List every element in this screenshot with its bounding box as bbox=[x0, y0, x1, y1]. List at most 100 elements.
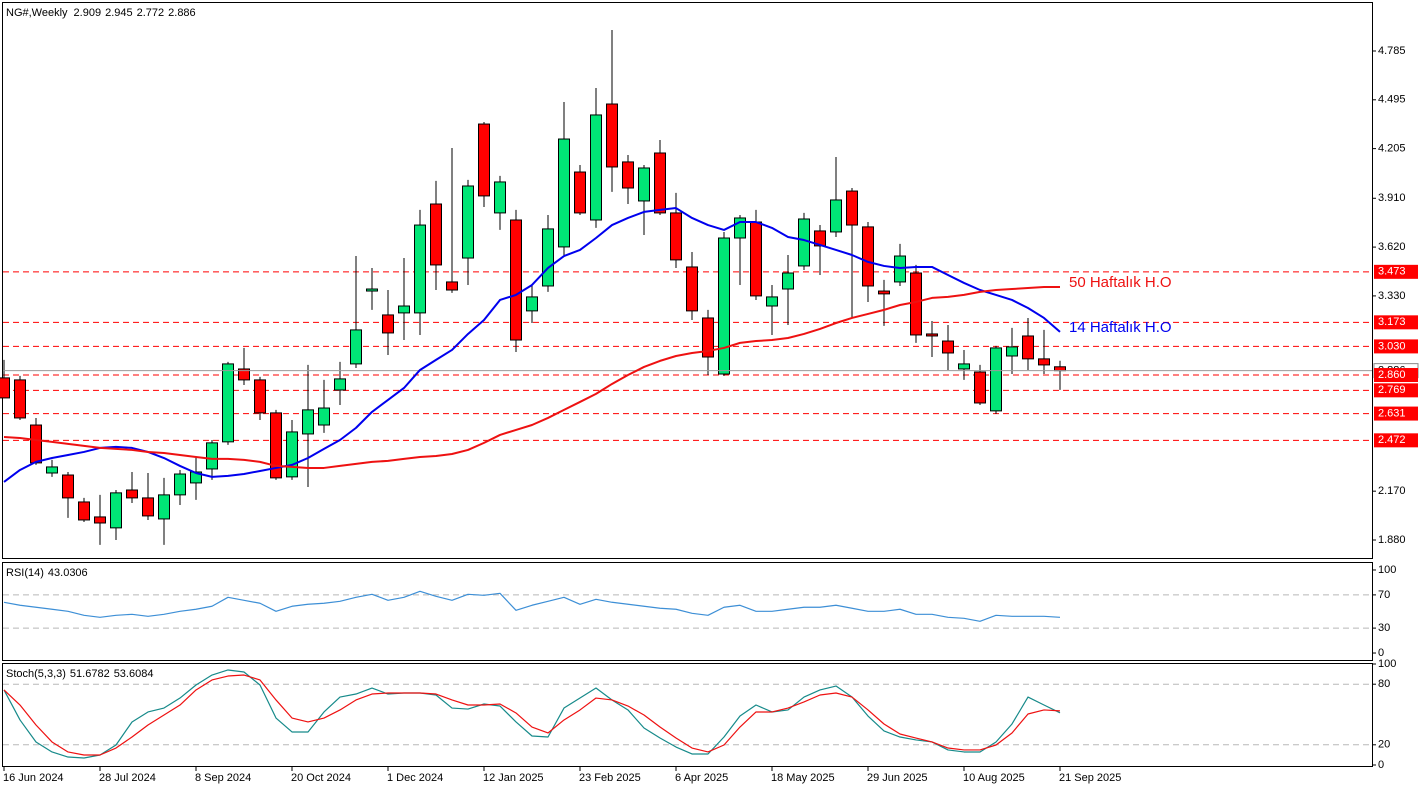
x-tick-label: 29 Jun 2025 bbox=[867, 772, 928, 784]
y-tick-label: 3.620 bbox=[1378, 241, 1406, 253]
level-label-box bbox=[1374, 264, 1418, 279]
candle-body bbox=[590, 114, 602, 221]
candle-body bbox=[638, 167, 650, 202]
candle-body bbox=[1006, 346, 1018, 357]
rsi-title: RSI(14) bbox=[6, 567, 44, 579]
candle-body bbox=[1054, 366, 1066, 372]
candle-body bbox=[750, 221, 762, 297]
level-label-box bbox=[1374, 406, 1418, 421]
x-tick-label: 28 Jul 2024 bbox=[99, 772, 156, 784]
x-tick-label: 8 Sep 2024 bbox=[195, 772, 251, 784]
candle-body bbox=[1038, 358, 1050, 366]
candle-body bbox=[654, 152, 666, 214]
candle-body bbox=[894, 255, 906, 283]
candle-body bbox=[830, 199, 842, 233]
candle-body bbox=[46, 466, 58, 474]
candle-body bbox=[462, 185, 474, 259]
candle-body bbox=[718, 237, 730, 375]
stoch-panel bbox=[2, 663, 1373, 767]
price-header: NG#,Weekly 2.909 2.945 2.772 2.886 bbox=[6, 7, 196, 19]
candle-body bbox=[126, 489, 138, 499]
candle-body bbox=[622, 161, 634, 189]
y-tick-label: 1.880 bbox=[1378, 534, 1406, 546]
candle-body bbox=[254, 379, 266, 414]
candle-body bbox=[398, 305, 410, 314]
y-tick-label: 0 bbox=[1378, 759, 1384, 771]
y-tick-label: 2.170 bbox=[1378, 485, 1406, 497]
level-label-box bbox=[1374, 433, 1418, 448]
candle-body bbox=[318, 407, 330, 426]
indicator-line bbox=[3, 669, 1061, 759]
stoch-title: Stoch(5,3,3) bbox=[6, 668, 66, 680]
x-tick-label: 1 Dec 2024 bbox=[387, 772, 443, 784]
candle-body bbox=[798, 218, 810, 267]
candle-body bbox=[142, 497, 154, 517]
candle-body bbox=[270, 412, 282, 479]
candle-body bbox=[222, 363, 234, 443]
level-label: 2.472 bbox=[1378, 434, 1406, 446]
last-high: 2.945 bbox=[105, 7, 133, 19]
candle-body bbox=[350, 329, 362, 365]
candle-body bbox=[0, 377, 10, 399]
stoch-d-last: 53.6084 bbox=[114, 668, 154, 680]
level-label-box bbox=[1374, 339, 1418, 354]
candle-body bbox=[238, 368, 250, 381]
y-tick-label: 30 bbox=[1378, 622, 1390, 634]
y-tick-label: 20 bbox=[1378, 739, 1390, 751]
plot-layer: 4.785 4.495 4.205 3.910 3.620 3.330 2.170 1.880… bbox=[0, 29, 1419, 784]
level-label-box bbox=[1374, 383, 1418, 398]
y-tick-label: 4.205 bbox=[1378, 143, 1406, 155]
candle-body bbox=[846, 190, 858, 226]
candle-body bbox=[494, 181, 506, 214]
candle-body bbox=[382, 314, 394, 334]
candle-body bbox=[734, 217, 746, 239]
candle-body bbox=[62, 474, 74, 499]
candle-body bbox=[286, 431, 298, 478]
candle-body bbox=[302, 409, 314, 435]
series-label: 50 Haftalık H.O bbox=[1069, 274, 1172, 291]
candle-body bbox=[510, 219, 522, 341]
y-tick-label: 70 bbox=[1378, 589, 1390, 601]
level-label: 3.173 bbox=[1378, 316, 1406, 328]
candle-body bbox=[542, 228, 554, 287]
x-tick-label: 6 Apr 2025 bbox=[675, 772, 728, 784]
candle-body bbox=[206, 442, 218, 470]
y-tick-label: 100 bbox=[1378, 658, 1396, 670]
indicator-line bbox=[3, 207, 1061, 483]
candle-body bbox=[766, 296, 778, 307]
y-tick-label: 3.910 bbox=[1378, 192, 1406, 204]
candle-body bbox=[430, 203, 442, 266]
series-label: 14 Haftalık H.O bbox=[1069, 319, 1172, 336]
last-low: 2.772 bbox=[137, 7, 165, 19]
y-tick-label: 80 bbox=[1378, 678, 1390, 690]
x-tick-label: 16 Jun 2024 bbox=[3, 772, 64, 784]
level-label: 3.473 bbox=[1378, 266, 1406, 278]
price-panel bbox=[2, 2, 1373, 559]
x-tick-label: 20 Oct 2024 bbox=[291, 772, 351, 784]
rsi-header: RSI(14) 43.0306 bbox=[6, 567, 88, 579]
candle-body bbox=[942, 340, 954, 354]
candle-body bbox=[558, 138, 570, 248]
indicator-line bbox=[3, 590, 1061, 622]
candle-body bbox=[782, 272, 794, 290]
y-tick-label: 0 bbox=[1378, 647, 1384, 659]
level-label: 2.769 bbox=[1378, 384, 1406, 396]
x-tick-label: 18 May 2025 bbox=[771, 772, 835, 784]
candle-body bbox=[606, 103, 618, 168]
level-label: 3.030 bbox=[1378, 340, 1406, 352]
candle-body bbox=[574, 171, 586, 214]
candle-body bbox=[670, 212, 682, 261]
candle-body bbox=[974, 371, 986, 404]
candle-body bbox=[862, 226, 874, 287]
candle-body bbox=[990, 347, 1002, 412]
candle-body bbox=[78, 501, 90, 521]
candle-body bbox=[478, 123, 490, 197]
candle-body bbox=[446, 281, 458, 291]
symbol-title: NG#,Weekly bbox=[6, 7, 68, 19]
level-label-box bbox=[1374, 315, 1418, 330]
candle-body bbox=[926, 333, 938, 337]
x-tick-label: 23 Feb 2025 bbox=[579, 772, 641, 784]
